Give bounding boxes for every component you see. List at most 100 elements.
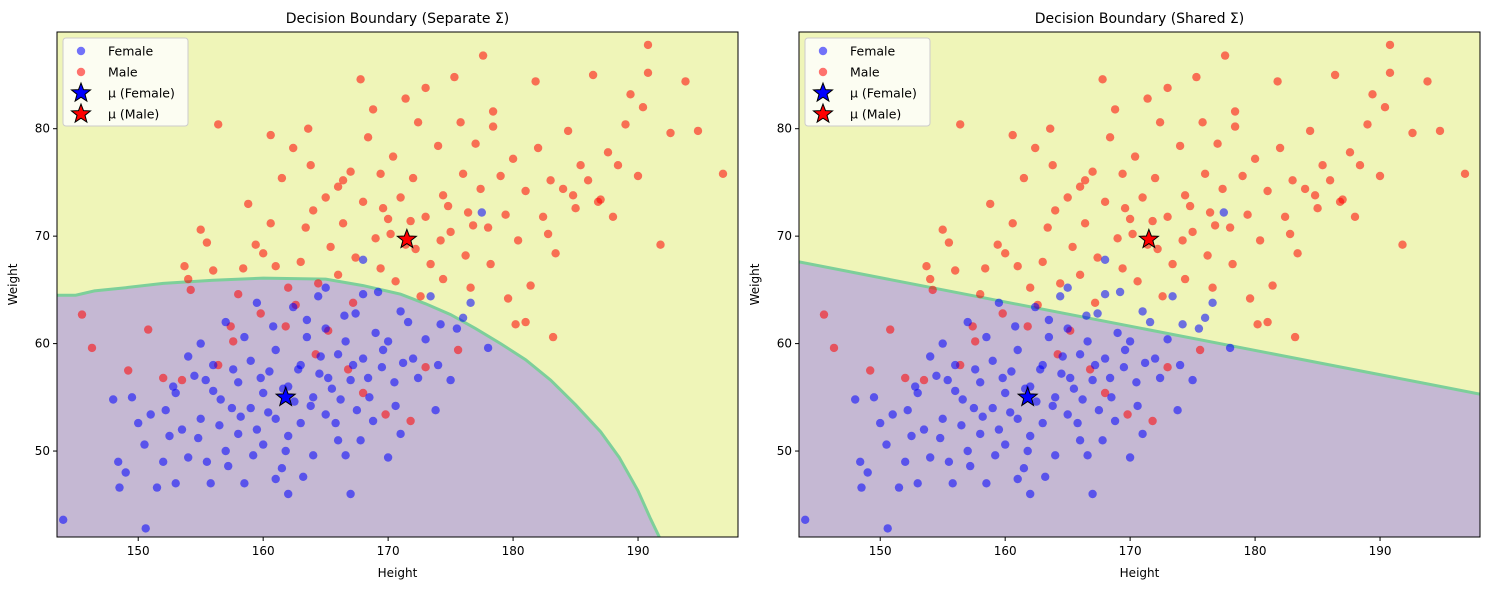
point-male	[426, 259, 435, 269]
point-male	[488, 107, 498, 116]
point-male	[928, 285, 937, 295]
point-female	[1098, 436, 1107, 445]
point-female	[1225, 343, 1235, 353]
point-male	[468, 221, 478, 230]
point-female	[883, 524, 892, 533]
point-male	[521, 317, 530, 327]
point-male	[643, 40, 653, 50]
point-female	[876, 418, 885, 428]
point-female	[127, 393, 137, 402]
point-male	[981, 264, 990, 273]
point-male	[1192, 72, 1201, 82]
point-female	[976, 429, 985, 439]
point-female	[1093, 309, 1102, 318]
point-female	[1019, 464, 1029, 473]
point-male	[558, 184, 568, 194]
point-female	[1138, 307, 1147, 316]
point-female	[346, 375, 355, 385]
point-male	[1051, 206, 1060, 215]
point-female	[1023, 446, 1032, 456]
point-male	[306, 161, 315, 170]
point-male	[433, 141, 443, 151]
point-female	[1100, 354, 1110, 363]
point-female	[1125, 453, 1135, 462]
point-female	[994, 425, 1004, 434]
point-female	[1145, 317, 1155, 327]
point-male	[443, 201, 453, 211]
point-female	[938, 339, 947, 348]
point-female	[358, 290, 368, 299]
point-male	[488, 122, 498, 131]
y-tick-label: 50	[777, 444, 792, 458]
point-male	[1460, 169, 1470, 178]
point-female	[1090, 360, 1100, 370]
point-female	[966, 461, 975, 471]
point-male	[1043, 223, 1052, 232]
point-female	[284, 431, 293, 441]
point-male	[526, 281, 535, 290]
point-female	[269, 322, 278, 331]
point-female	[252, 298, 262, 307]
point-male	[1225, 223, 1235, 232]
point-male	[376, 264, 385, 273]
legend-label: Female	[108, 44, 154, 59]
point-female	[1013, 474, 1022, 484]
point-male	[396, 193, 405, 202]
point-male	[1363, 120, 1372, 129]
point-female	[978, 412, 987, 421]
point-male	[436, 236, 445, 245]
point-male	[1205, 208, 1215, 217]
point-female	[869, 393, 879, 402]
point-female	[140, 440, 149, 449]
point-female	[998, 373, 1007, 383]
point-male	[1355, 161, 1365, 170]
point-female	[963, 317, 972, 327]
point-female	[1038, 418, 1047, 428]
point-female	[988, 356, 997, 365]
point-female	[169, 382, 178, 391]
point-female	[1006, 408, 1015, 417]
point-female	[1163, 335, 1172, 344]
point-female	[944, 457, 954, 466]
point-male	[1130, 152, 1140, 161]
legend-label: μ (Male)	[108, 107, 159, 122]
point-female	[969, 403, 979, 413]
point-male	[1330, 70, 1340, 80]
point-female	[994, 298, 1004, 307]
point-male	[603, 148, 613, 157]
point-male	[304, 124, 313, 133]
point-male	[1158, 292, 1167, 301]
point-female	[894, 483, 904, 492]
point-female	[1063, 283, 1072, 292]
y-tick-label: 50	[35, 444, 50, 458]
point-female	[271, 474, 280, 484]
point-female	[901, 457, 910, 466]
point-male	[326, 242, 335, 252]
legend: Female Male μ (Female) μ (Male)	[62, 37, 189, 127]
point-male	[144, 325, 153, 334]
point-male	[376, 169, 385, 178]
point-male	[378, 204, 388, 213]
point-female	[1138, 429, 1147, 439]
point-female	[196, 339, 205, 348]
point-female	[1058, 352, 1067, 361]
legend-marker-mean-female	[812, 81, 834, 103]
legend-marker-male	[76, 67, 86, 77]
point-male	[1435, 126, 1445, 136]
point-female	[1105, 373, 1115, 383]
point-female	[1001, 388, 1010, 398]
point-female	[403, 317, 413, 327]
point-male	[1263, 317, 1272, 327]
point-female	[1150, 354, 1160, 363]
point-female	[236, 412, 245, 421]
point-male	[338, 219, 348, 228]
point-male	[1245, 294, 1255, 303]
point-female	[1013, 345, 1022, 355]
point-female	[1083, 451, 1092, 460]
point-female	[936, 433, 945, 443]
point-female	[281, 446, 290, 456]
point-female	[271, 345, 280, 355]
point-male	[1038, 257, 1047, 267]
point-male	[1230, 122, 1240, 131]
point-male	[1090, 298, 1100, 307]
